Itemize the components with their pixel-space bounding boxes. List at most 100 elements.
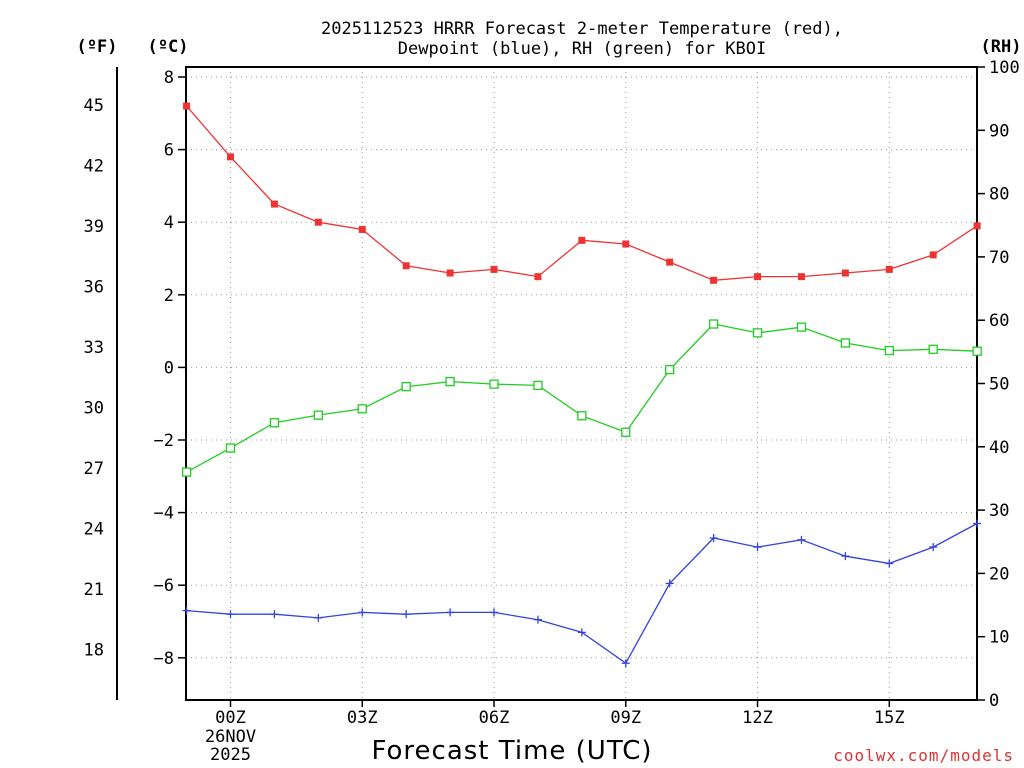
dewpoint-point: [665, 579, 674, 588]
grid-layer: [186, 67, 977, 700]
temperature-point: [666, 258, 674, 266]
x-tick-label: 03Z: [347, 708, 378, 728]
rh-point: [181, 467, 192, 477]
rh-tick-label: 70: [989, 248, 1009, 268]
rh-tick-label: 60: [989, 311, 1009, 331]
celsius-tick-label: 2: [164, 286, 174, 306]
dewpoint-point: [533, 615, 542, 624]
temperature-point: [183, 102, 191, 110]
dewpoint-point: [973, 519, 982, 528]
rh-tick-label: 90: [989, 121, 1009, 141]
fahrenheit-tick-label: 21: [84, 580, 104, 600]
rh-point: [884, 345, 894, 356]
x-tick-sublabel: 26NOV: [205, 727, 256, 747]
rh-unit-label: (RH): [981, 37, 1022, 57]
celsius-tick-label: −8: [154, 649, 174, 669]
dewpoint-point: [753, 543, 762, 552]
x-tick-sublabel: 2025: [210, 745, 251, 765]
dewpoint-point: [797, 535, 806, 544]
fahrenheit-tick-label: 24: [84, 520, 104, 540]
plot-frame: [185, 66, 978, 701]
rh-point: [533, 380, 543, 391]
rh-point: [313, 410, 323, 420]
celsius-tick-label: −6: [154, 576, 174, 596]
rh-tick-label: 100: [989, 58, 1020, 78]
series-layer: [181, 102, 982, 668]
celsius-tick-label: −2: [154, 431, 174, 451]
temperature-point: [797, 273, 805, 281]
rh-point: [621, 427, 631, 437]
celsius-tick-label: 8: [164, 68, 174, 88]
temperature-point: [841, 269, 849, 277]
dewpoint-point: [358, 608, 367, 617]
x-tick-label: 00Z: [215, 708, 246, 728]
dewpoint-point: [709, 534, 718, 543]
rh-point: [972, 346, 982, 356]
temperature-point: [622, 240, 630, 248]
rh-tick-label: 30: [989, 501, 1009, 521]
fahrenheit-tick-label: 36: [84, 278, 104, 298]
dewpoint-point: [577, 628, 586, 637]
temperature-line: [186, 105, 978, 281]
celsius-unit-label: (ºC): [148, 37, 189, 57]
temperature-point: [490, 265, 498, 273]
series-group: [181, 102, 982, 668]
rh-point: [752, 328, 763, 338]
rh-point: [665, 364, 675, 375]
rh-point: [489, 379, 499, 389]
chart-subtitle: Dewpoint (blue), RH (green) for KBOI: [398, 39, 766, 59]
rh-point: [269, 418, 280, 428]
dewpoint-point: [841, 552, 850, 561]
x-tick-label: 15Z: [874, 708, 905, 728]
chart-title: 2025112523 HRRR Forecast 2-meter Tempera…: [321, 19, 843, 39]
dewpoint-point: [270, 610, 279, 619]
fahrenheit-tick-label: 39: [84, 217, 104, 237]
celsius-tick-label: 0: [164, 358, 174, 378]
rh-line: [186, 323, 978, 473]
rh-point: [840, 338, 851, 348]
x-tick-label: 09Z: [610, 708, 641, 728]
fahrenheit-tick-label: 18: [84, 641, 104, 661]
temperature-point: [534, 273, 542, 281]
fahrenheit-tick-label: 42: [84, 157, 104, 177]
fahrenheit-unit-label: (ºF): [77, 37, 118, 57]
celsius-tick-label: 6: [164, 141, 174, 161]
temperature-point: [973, 222, 981, 230]
rh-point: [796, 322, 807, 332]
dewpoint-point: [621, 659, 630, 668]
dewpoint-point: [314, 613, 323, 622]
temperature-point: [358, 225, 366, 233]
dewpoint-point: [402, 610, 411, 619]
fahrenheit-tick-label: 27: [84, 459, 104, 479]
temperature-point: [754, 273, 762, 281]
fahrenheit-tick-label: 30: [84, 399, 104, 419]
temperature-point: [402, 262, 410, 270]
temperature-point: [578, 236, 586, 244]
rh-point: [401, 382, 411, 392]
rh-tick-label: 10: [989, 628, 1009, 648]
rh-point: [577, 411, 587, 421]
rh-point: [225, 443, 236, 453]
rh-tick-label: 80: [989, 185, 1009, 205]
fahrenheit-tick-label: 33: [84, 338, 104, 358]
rh-tick-label: 40: [989, 438, 1009, 458]
temperature-point: [885, 265, 893, 273]
credit-text: coolwx.com/models: [833, 746, 1014, 765]
dewpoint-point: [490, 608, 499, 617]
temperature-point: [929, 251, 937, 259]
temperature-point: [710, 276, 718, 284]
rh-point: [708, 319, 719, 329]
rh-tick-label: 50: [989, 375, 1009, 395]
rh-tick-label: 20: [989, 564, 1009, 584]
temperature-point: [270, 200, 278, 208]
celsius-tick-label: 4: [164, 213, 174, 233]
rh-point: [928, 344, 938, 354]
rh-tick-label: 0: [989, 691, 999, 711]
dewpoint-point: [929, 543, 938, 552]
dewpoint-line: [186, 522, 978, 665]
temperature-point: [446, 269, 454, 277]
fahrenheit-tick-label: 45: [84, 96, 104, 116]
dewpoint-point: [446, 608, 455, 617]
